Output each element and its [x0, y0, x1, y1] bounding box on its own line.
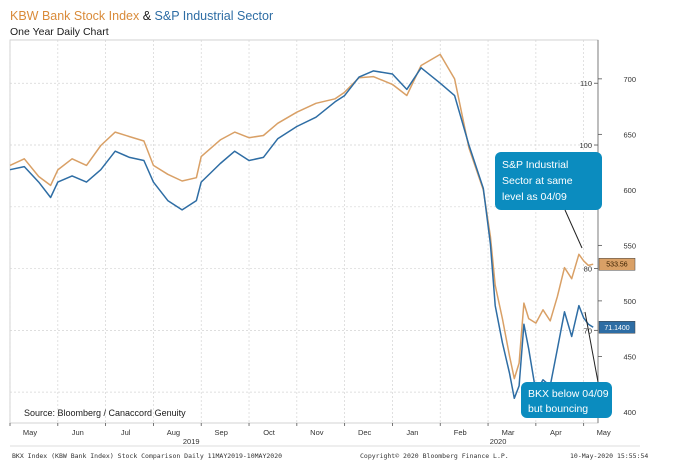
x-tick-label: Mar: [502, 428, 515, 437]
x-axis-ticks: May Jun Jul Aug Sep Oct Nov Dec Jan Feb Mar Apr May 2…: [9, 423, 611, 446]
series-line-sp-industrial: [9, 53, 594, 380]
y-right-tick-label: 500: [623, 297, 636, 306]
y-right-ticks: 400 450 500 550 600 650 700: [598, 75, 636, 417]
y-right-tick-label: 400: [623, 408, 636, 417]
annotation-line: S&P Industrial: [502, 159, 568, 171]
annotation-line: Sector at same: [502, 175, 573, 187]
footer-left: BKX Index (KBW Bank Index) Stock Compari…: [12, 452, 282, 460]
annotation-box: [495, 152, 602, 210]
annotation-box: [521, 382, 612, 418]
y-left-tick-label: 110: [580, 79, 592, 88]
y-left-tick-label: 80: [584, 265, 592, 274]
annotation-line: level as 04/09: [502, 191, 567, 203]
annotation-bkx: BKX below 04/09 but bouncing: [521, 311, 612, 418]
x-tick-label: Jun: [72, 428, 84, 437]
x-tick-label: Oct: [263, 428, 276, 437]
y-left-tick-label: 100: [579, 141, 592, 150]
last-value-label: 71.1400: [604, 325, 629, 332]
x-year-label: 2019: [183, 437, 200, 446]
chart-title: KBW Bank Stock Index & S&P Industrial Se…: [10, 9, 273, 23]
x-year-label: 2020: [490, 437, 507, 446]
y-right-tick-label: 650: [623, 130, 636, 139]
last-value-tag: [598, 257, 636, 271]
x-tick-label: May: [23, 428, 37, 437]
annotation-sp-industrial: S&P Industrial Sector at same level as 0…: [495, 152, 602, 249]
y-right-tick-label: 550: [623, 241, 636, 250]
x-tick-label: May: [597, 428, 611, 437]
x-tick-label: Nov: [310, 428, 324, 437]
chart-title-part2: S&P Industrial Sector: [155, 9, 274, 23]
footer-copyright: Copyright© 2020 Bloomberg Finance L.P.: [360, 452, 509, 460]
chart-source: Source: Bloomberg / Canaccord Genuity: [24, 408, 186, 418]
last-value-tags: 533.56 71.1400: [598, 257, 636, 334]
x-tick-label: Aug: [167, 428, 180, 437]
last-value-label: 533.56: [606, 262, 628, 269]
last-value-tag: [598, 321, 636, 334]
chart-subtitle: One Year Daily Chart: [10, 26, 109, 38]
y-right-tick-label: 600: [623, 186, 636, 195]
x-tick-label: Feb: [454, 428, 467, 437]
plot-frame: [9, 39, 599, 424]
annotation-line: but bouncing: [528, 403, 588, 415]
grid: [9, 40, 598, 423]
y-right-tick-label: 450: [623, 352, 636, 361]
footer-timestamp: 10-May-2020 15:55:54: [570, 452, 648, 460]
annotation-line: BKX below 04/09: [528, 388, 609, 400]
x-tick-label: Sep: [215, 428, 228, 437]
annotation-arrow: [584, 311, 599, 383]
x-tick-label: Jul: [121, 428, 131, 437]
y-right-tick-label: 700: [623, 75, 636, 84]
y-left-tick-label: 70: [584, 326, 592, 335]
x-tick-label: Apr: [550, 428, 562, 437]
x-tick-label: Jan: [406, 428, 418, 437]
chart-title-amp: &: [139, 9, 154, 23]
annotation-arrow: [564, 209, 583, 249]
chart-title-part1: KBW Bank Stock Index: [10, 9, 140, 23]
x-tick-label: Dec: [358, 428, 372, 437]
